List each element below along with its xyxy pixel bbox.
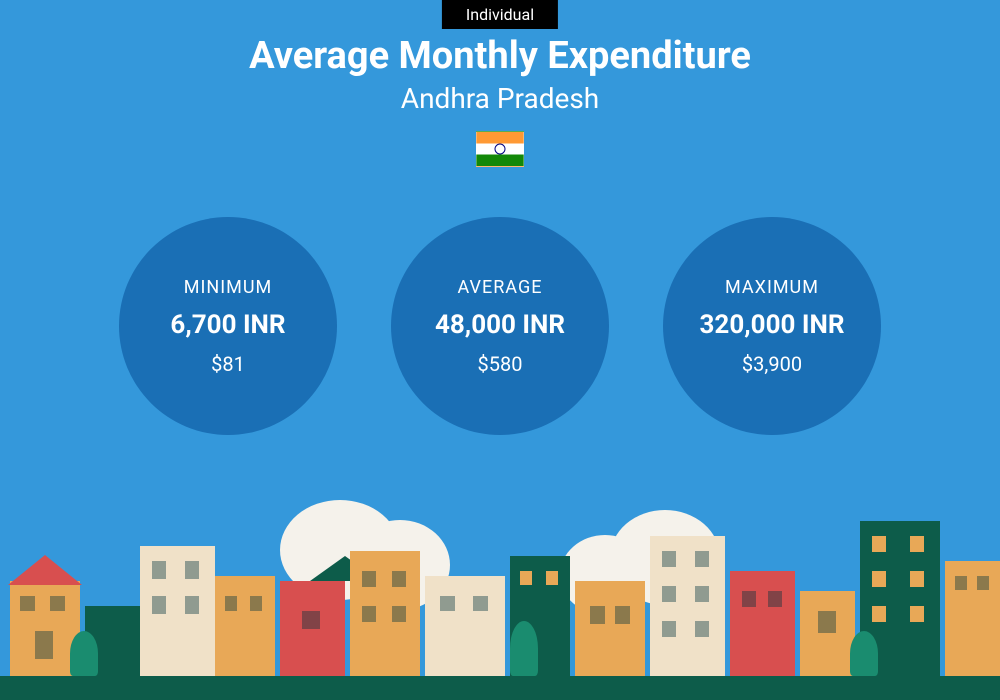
tree-shape: [850, 631, 878, 676]
stat-maximum: MAXIMUM 320,000 INR $3,900: [663, 217, 881, 435]
building-shape: [650, 536, 725, 676]
roof-shape: [8, 555, 82, 585]
stat-label: MINIMUM: [184, 277, 272, 298]
stat-average: AVERAGE 48,000 INR $580: [391, 217, 609, 435]
cityscape-illustration: [0, 500, 1000, 700]
building-shape: [945, 561, 1000, 676]
building-shape: [800, 591, 855, 676]
stat-value-inr: 48,000 INR: [435, 310, 565, 340]
category-badge: Individual: [442, 0, 558, 29]
stat-label: MAXIMUM: [725, 277, 819, 298]
tree-shape: [70, 631, 98, 676]
tree-shape: [510, 621, 538, 676]
region-subtitle: Andhra Pradesh: [0, 82, 1000, 115]
stats-container: MINIMUM 6,700 INR $81 AVERAGE 48,000 INR…: [0, 217, 1000, 435]
building-shape: [215, 576, 275, 676]
building-shape: [730, 571, 795, 676]
badge-label: Individual: [466, 5, 534, 24]
stat-value-usd: $81: [211, 352, 245, 376]
page-title: Average Monthly Expenditure: [0, 34, 1000, 78]
building-shape: [350, 551, 420, 676]
stat-value-inr: 320,000 INR: [700, 310, 845, 340]
stat-value-usd: $3,900: [742, 352, 802, 376]
stat-value-inr: 6,700 INR: [170, 310, 285, 340]
building-shape: [425, 576, 505, 676]
stat-label: AVERAGE: [458, 277, 543, 298]
stat-minimum: MINIMUM 6,700 INR $81: [119, 217, 337, 435]
ground-shape: [0, 676, 1000, 700]
building-shape: [575, 581, 645, 676]
building-shape: [280, 581, 345, 676]
stat-value-usd: $580: [478, 352, 523, 376]
building-shape: [140, 546, 215, 676]
india-flag-icon: [476, 131, 524, 167]
